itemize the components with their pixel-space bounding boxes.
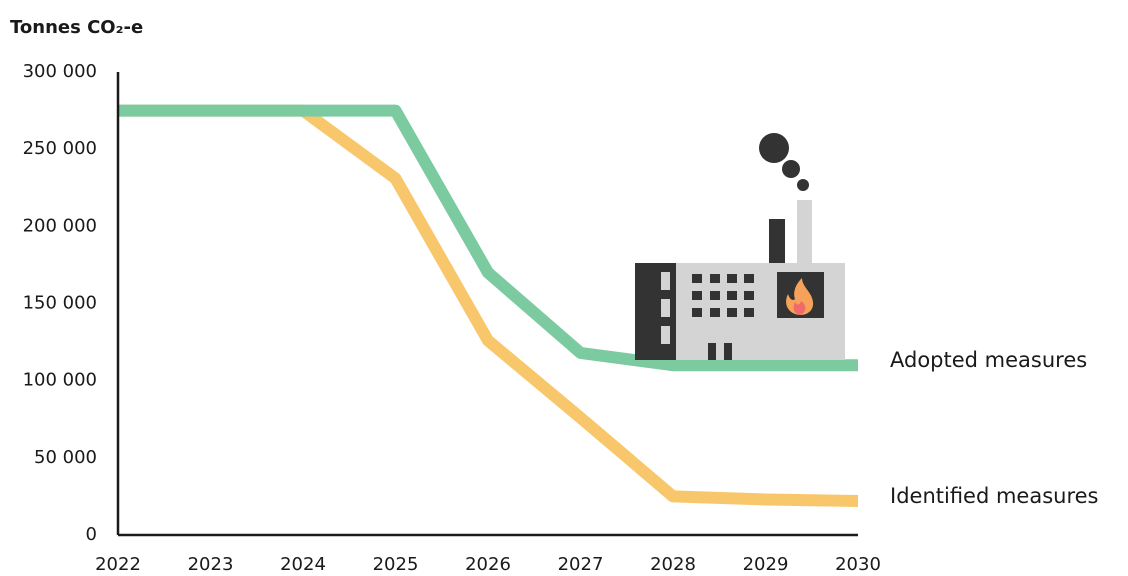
y-tick-label: 300 000 — [23, 61, 97, 82]
chart-title: Tonnes CO₂-e — [10, 17, 143, 38]
x-tick-label: 2028 — [650, 554, 696, 575]
x-tick-label: 2030 — [835, 554, 881, 575]
x-tick-label: 2025 — [373, 554, 419, 575]
y-tick-label: 250 000 — [23, 138, 97, 159]
y-tick-label: 200 000 — [23, 215, 97, 236]
y-tick-label: 50 000 — [34, 447, 97, 468]
x-tick-label: 2023 — [188, 554, 234, 575]
x-tick-label: 2027 — [558, 554, 604, 575]
series-label: Adopted measures — [890, 348, 1087, 372]
x-tick-label: 2029 — [743, 554, 789, 575]
y-tick-label: 150 000 — [23, 293, 97, 314]
y-tick-label: 100 000 — [23, 370, 97, 391]
x-tick-label: 2024 — [280, 554, 326, 575]
series-label: Identified measures — [890, 484, 1099, 508]
x-tick-label: 2022 — [95, 554, 141, 575]
y-tick-label: 0 — [86, 524, 97, 545]
x-tick-label: 2026 — [465, 554, 511, 575]
factory-icon — [635, 133, 845, 360]
series-line — [118, 104, 858, 372]
